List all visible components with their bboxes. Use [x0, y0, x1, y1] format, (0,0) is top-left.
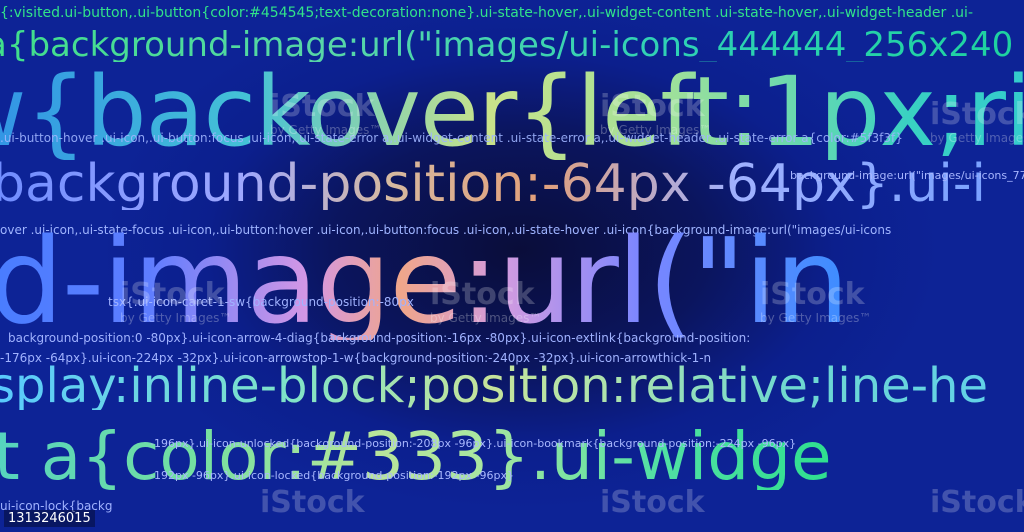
code-line: over .ui-icon,.ui-state-focus .ui-icon,.…	[0, 224, 891, 236]
code-line: -176px -64px}.ui-icon-224px -32px}.ui-ic…	[0, 351, 712, 365]
code-line: .ui-button-hover .ui-icon,.ui-button:foc…	[0, 131, 903, 145]
watermark: iStock	[260, 485, 365, 520]
code-line-largest: nd-image:url("in	[0, 222, 850, 340]
code-line: background-position:-64px -64px}.ui-i	[0, 158, 986, 210]
code-line: ui-icon-lock{backg	[0, 499, 113, 513]
code-line: background-position:0 -80px}.ui-icon-arr…	[8, 331, 751, 345]
stock-id-label: 1313246015	[4, 510, 95, 527]
code-line: splay:inline-block;position:relative;lin…	[0, 362, 988, 410]
code-line: tsx{.ui-icon-caret-1-sw{background-posit…	[108, 295, 414, 309]
watermark: iStock	[600, 485, 705, 520]
code-line: {:visited.ui-button,.ui-button{color:#45…	[0, 5, 973, 21]
code-line: background-image:url("images/ui-icons_77…	[790, 169, 1024, 182]
code-line-large: w{backover{left:1px;righ	[0, 64, 1024, 160]
code-line: -196px}.ui-icon-unlocked{background-posi…	[150, 437, 797, 450]
code-line: a{background-image:url("images/ui-icons_…	[0, 28, 1013, 62]
code-line-large: nt a{color:#333}.ui-widge	[0, 424, 832, 490]
code-line: -192px -96px}.ui-icon-locked{background-…	[150, 469, 514, 482]
watermark: iStock	[930, 485, 1024, 520]
